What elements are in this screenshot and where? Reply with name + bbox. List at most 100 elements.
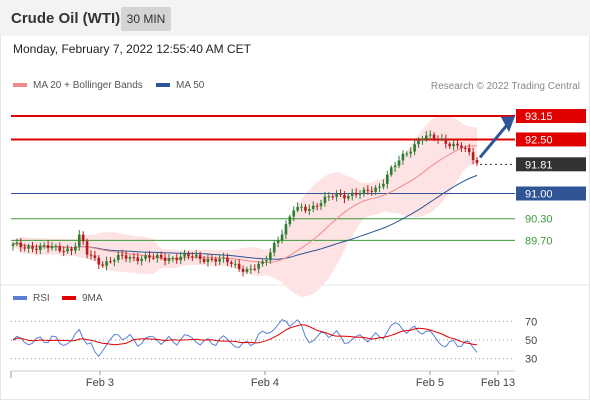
candle-body [288,216,292,225]
rsi-swatch [13,296,27,301]
level-label: 91.00 [525,189,553,201]
candle-body [350,192,354,196]
candle-body [183,253,186,257]
interval-button[interactable]: 30 MIN [121,7,171,31]
ma20-line [12,145,478,264]
legend-ma50-label: MA 50 [176,80,205,91]
instrument-title: Crude Oil (WTI) [11,10,121,27]
candle-body [140,258,143,262]
candle-body [163,257,167,261]
candle-body [397,160,401,166]
timestamp: Monday, February 7, 2022 12:55:40 AM CET [13,42,251,56]
candle-body [144,255,147,259]
candle-body [436,138,440,140]
candle-body [421,138,424,141]
candle-body [218,258,221,262]
candle-body [31,246,34,249]
candle-body [456,143,459,146]
rsi-line [12,318,478,357]
candle-body [300,206,303,208]
candle-body [54,246,58,248]
credit-text: Research © 2022 Trading Central [430,81,580,92]
candle-body [128,257,132,259]
candle-body [97,257,101,265]
candle-body [85,241,89,255]
candle-body [280,234,284,241]
candle-body [327,196,331,198]
candle-body [311,205,315,209]
level-label-box [516,157,586,172]
candle-body [167,258,171,261]
candle-body [70,248,73,251]
candle-body [58,246,62,252]
candle-body [132,257,136,259]
candle-body [233,263,237,265]
candle-body [413,144,416,152]
candle-body [27,246,30,249]
candle-body [202,258,206,262]
candle-body [374,187,377,192]
ma9-swatch [62,296,76,301]
candle-body [152,257,155,259]
candle-body [23,247,26,249]
level-label-box [516,186,586,201]
candle-body [89,254,93,256]
candle-body [105,261,108,266]
candle-body [417,140,420,145]
candle-body [354,192,358,195]
candle-body [19,242,23,248]
candle-body [15,242,19,244]
candle-body [335,193,338,197]
candle-body [382,183,385,187]
candle-body [159,254,163,258]
candle-body [475,160,479,164]
legend-rsi-label: RSI [33,293,50,304]
level-label: 93.15 [525,111,553,123]
candle-body [389,167,393,175]
candle-body [315,205,319,207]
candle-body [440,138,444,140]
candle-body [148,255,151,258]
candle-body [471,152,475,161]
candle-body [393,165,397,168]
candle-body [155,254,159,258]
ma20-swatch [13,83,27,88]
candle-body [230,262,233,264]
candle-body [347,195,350,199]
candle-body [113,260,116,262]
rsi-tick-label: 70 [525,316,537,328]
candle-body [386,174,389,184]
bollinger-band [13,115,477,297]
header-bar: Crude Oil (WTI) 30 MIN [0,0,590,36]
candle-body [222,257,225,259]
candle-body [452,143,455,147]
candle-body [276,240,280,243]
candle-body [241,268,245,272]
candle-body [464,147,467,149]
candle-body [296,206,299,211]
candle-body [405,153,409,155]
legend-9ma-label: 9MA [82,293,103,304]
level-label: 89.70 [525,235,553,247]
legend-ma20-label: MA 20 + Bollinger Bands [33,80,143,91]
candle-body [191,256,194,258]
rsi-tick-label: 30 [525,354,537,366]
candle-body [50,246,54,249]
candle-body [93,255,97,258]
trend-arrow-shaft [478,124,509,159]
candle-body [116,254,120,261]
candle-body [245,269,249,272]
candle-body [226,257,229,263]
candle-body [284,224,288,235]
candle-body [11,243,15,246]
candle-body [206,258,210,262]
candle-body [444,138,448,144]
candle-body [319,203,323,207]
candle-body [249,268,253,270]
x-tick-label: Feb 5 [416,377,444,389]
x-tick-label: Feb 4 [251,377,279,389]
legend-rsi: RSI [13,293,50,304]
candle-body [339,193,342,195]
candle-body [401,153,405,161]
